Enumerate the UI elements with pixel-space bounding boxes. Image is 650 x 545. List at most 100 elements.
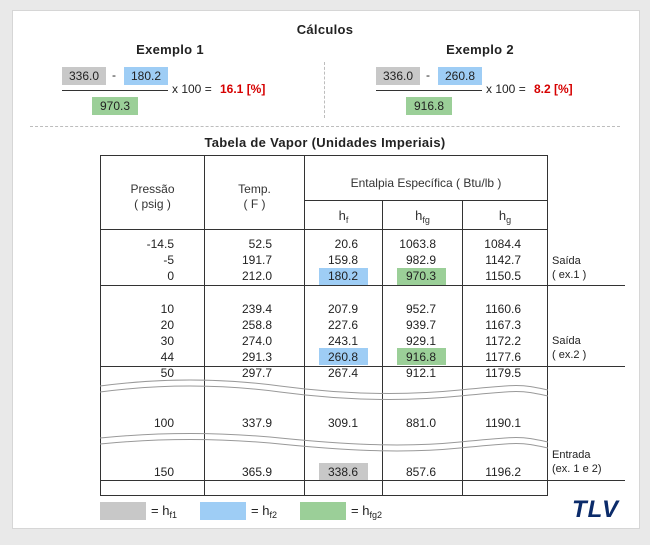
example1-multiplier: x 100 =	[172, 82, 212, 96]
cell-hf: 267.4	[327, 366, 358, 380]
legend-swatch-hfg2	[300, 502, 346, 520]
cell-hfg: 912.1	[405, 366, 436, 380]
cell-hf: 180.2	[327, 269, 358, 283]
label-entrada: Entrada	[552, 449, 591, 461]
cell-temp: 297.7	[241, 366, 272, 380]
cell-hfg: 970.3	[405, 269, 436, 283]
header-hg: hg	[463, 208, 547, 225]
header-hf: hf	[305, 208, 382, 225]
examples-divider	[324, 62, 325, 118]
header-hfg: hfg	[383, 208, 462, 225]
legend-eq-hf2: = h	[251, 503, 270, 518]
header-hf-base: h	[338, 208, 346, 223]
label-saida-ex2-note: ( ex.2 )	[552, 349, 587, 361]
cell-hg: 1142.7	[485, 253, 521, 267]
cell-pressure: 100	[153, 416, 174, 430]
cell-pressure: 150	[153, 465, 174, 479]
example1-numerator-hf2: 180.2	[124, 67, 168, 85]
col-divider-1	[204, 155, 205, 495]
cell-temp: 337.9	[241, 416, 272, 430]
legend-swatch-hf2	[200, 502, 246, 520]
cell-hg: 1190.1	[485, 416, 521, 430]
legend-label-hfg2: = hfg2	[351, 502, 382, 521]
group-line-2	[100, 366, 625, 367]
label-entrada-note: (ex. 1 e 2)	[552, 463, 602, 475]
example1-result: 16.1 [%]	[220, 82, 266, 96]
header-bottom-line	[100, 229, 547, 230]
header-temp: Temp.	[238, 182, 271, 196]
cell-temp: 258.8	[241, 318, 272, 332]
cell-pressure: 30	[160, 334, 174, 348]
legend-sub-hf1: f1	[169, 510, 177, 520]
example2-numerator-hf1: 336.0	[376, 67, 420, 85]
header-hg-sub: g	[506, 215, 512, 225]
cell-hg: 1160.6	[485, 302, 521, 316]
cell-hg: 1084.4	[484, 237, 521, 251]
cell-temp: 291.3	[241, 350, 272, 364]
cell-pressure: -5	[163, 253, 174, 267]
highlight-hf-row-0psig	[319, 268, 368, 285]
cell-pressure: 50	[160, 366, 174, 380]
col-divider-4	[462, 200, 463, 495]
cell-hg: 1150.5	[485, 269, 521, 283]
table-break-wave-1	[100, 379, 548, 400]
legend-label-hf1: = hf1	[151, 502, 177, 521]
example2-multiplier: x 100 =	[486, 82, 526, 96]
legend-swatch-hf1	[100, 502, 146, 520]
example1-fraction-bar	[62, 90, 168, 91]
header-pressure-unit: ( psig )	[134, 197, 171, 211]
cell-temp: 191.7	[241, 253, 272, 267]
legend-eq-hf1: = h	[151, 503, 170, 518]
header-temp-unit: ( F )	[243, 197, 266, 211]
example1-numerator-hf1: 336.0	[62, 67, 106, 85]
cell-hfg: 929.1	[405, 334, 436, 348]
group-line-3	[100, 480, 625, 481]
header-hfg-sub: fg	[422, 215, 430, 225]
cell-pressure: 0	[167, 269, 174, 283]
header-hfg-base: h	[415, 208, 423, 223]
cell-pressure: 20	[160, 318, 174, 332]
tlv-logo: TLV	[572, 496, 620, 523]
cell-temp: 212.0	[241, 269, 272, 283]
table-border-right	[547, 155, 548, 496]
example1-title: Exemplo 1	[136, 42, 204, 57]
cell-hg: 1179.5	[485, 366, 521, 380]
label-saida-ex1-note: ( ex.1 )	[552, 269, 587, 281]
example1-denominator-hfg2: 970.3	[92, 97, 138, 115]
table-border-top	[100, 155, 548, 156]
cell-hfg: 916.8	[405, 350, 436, 364]
cell-temp: 365.9	[241, 465, 272, 479]
cell-hg: 1177.6	[485, 350, 521, 364]
example2-title: Exemplo 2	[446, 42, 514, 57]
example2-denominator-hfg2: 916.8	[406, 97, 452, 115]
legend-sub-hfg2: fg2	[369, 510, 382, 520]
label-saida-ex1: Saída	[552, 255, 581, 267]
cell-hf: 260.8	[327, 350, 358, 364]
cell-hg: 1196.2	[485, 465, 521, 479]
example2-result: 8.2 [%]	[534, 82, 573, 96]
cell-pressure: 10	[160, 302, 174, 316]
header-hg-base: h	[498, 208, 507, 223]
cell-hfg: 857.6	[405, 465, 436, 479]
cell-hf: 338.6	[327, 465, 358, 479]
header-hf-sub: f	[345, 215, 349, 225]
table-break-wave-2	[100, 433, 548, 452]
table-border-bottom	[100, 495, 548, 496]
example2-minus: -	[426, 68, 430, 82]
cell-pressure: -14.5	[146, 237, 174, 251]
cell-temp: 52.5	[248, 237, 272, 251]
highlight-hfg-row-0psig	[397, 268, 446, 285]
cell-temp: 274.0	[241, 334, 272, 348]
cell-hfg: 1063.8	[399, 237, 436, 251]
cell-temp: 239.4	[241, 302, 272, 316]
cell-hfg: 982.9	[405, 253, 436, 267]
header-pressure: Pressão	[130, 182, 175, 196]
group-line-1	[100, 285, 625, 286]
table-border-left	[100, 155, 101, 496]
cell-pressure: 44	[160, 350, 174, 364]
cell-hfg: 952.7	[405, 302, 436, 316]
cell-hfg: 881.0	[405, 416, 436, 430]
cell-hf: 243.1	[327, 334, 358, 348]
calc-title: Cálculos	[296, 22, 354, 37]
col-divider-2	[304, 155, 305, 495]
